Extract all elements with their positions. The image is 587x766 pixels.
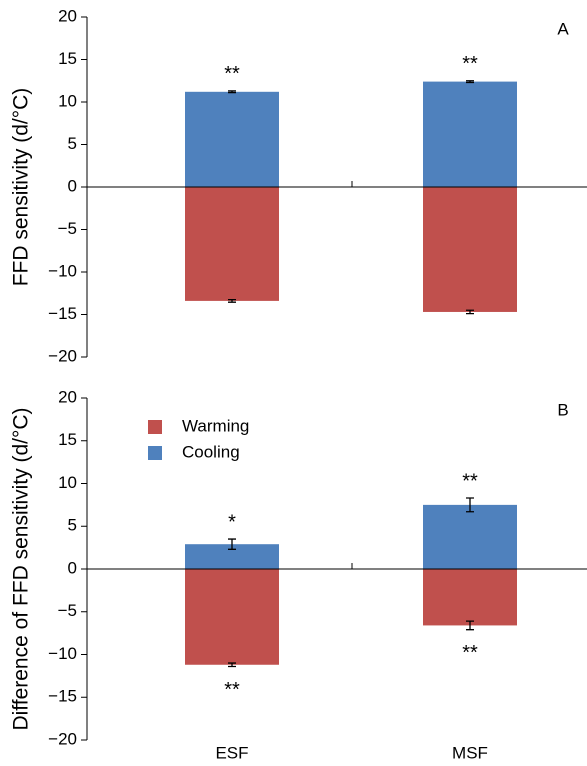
legend-swatch bbox=[148, 446, 162, 460]
significance-label: ** bbox=[462, 642, 478, 664]
panel-label: B bbox=[557, 400, 568, 419]
panel-label: A bbox=[557, 19, 569, 38]
y-tick-label: −5 bbox=[58, 601, 77, 620]
bar bbox=[423, 504, 517, 569]
y-tick-label: 5 bbox=[68, 134, 77, 153]
error-bar bbox=[228, 662, 236, 668]
y-tick-label: 20 bbox=[58, 6, 77, 25]
y-tick-label: 5 bbox=[68, 516, 77, 535]
x-tick-label: ESF bbox=[215, 743, 248, 762]
error-bar bbox=[466, 80, 474, 84]
legend-swatch bbox=[148, 420, 162, 434]
significance-label: * bbox=[228, 511, 236, 533]
legend-label: Warming bbox=[182, 416, 249, 435]
significance-label: ** bbox=[462, 53, 478, 75]
bar bbox=[185, 569, 279, 665]
y-tick-label: 10 bbox=[58, 91, 77, 110]
y-tick-label: 20 bbox=[58, 387, 77, 406]
error-bar bbox=[466, 620, 474, 631]
y-axis-label: FFD sensitivity (d/°C) bbox=[10, 88, 33, 287]
significance-label: ** bbox=[224, 63, 240, 85]
bar bbox=[423, 569, 517, 626]
y-tick-label: −20 bbox=[48, 729, 77, 748]
y-tick-label: 15 bbox=[58, 49, 77, 68]
y-tick-label: 10 bbox=[58, 473, 77, 492]
error-bar bbox=[228, 298, 236, 303]
bar bbox=[423, 187, 517, 312]
y-tick-label: −20 bbox=[48, 346, 77, 365]
y-tick-label: −10 bbox=[48, 261, 77, 280]
y-tick-label: 0 bbox=[68, 176, 77, 195]
y-tick-label: −15 bbox=[48, 687, 77, 706]
error-bar bbox=[228, 90, 236, 94]
significance-label: ** bbox=[224, 679, 240, 701]
bar bbox=[185, 187, 279, 301]
y-tick-label: 15 bbox=[58, 430, 77, 449]
x-tick-label: MSF bbox=[452, 743, 488, 762]
bar bbox=[423, 81, 517, 187]
y-tick-label: −5 bbox=[58, 219, 77, 238]
y-tick-label: 0 bbox=[68, 558, 77, 577]
bar bbox=[185, 91, 279, 187]
error-bar bbox=[466, 309, 474, 315]
legend-label: Cooling bbox=[182, 442, 240, 461]
y-tick-label: −10 bbox=[48, 644, 77, 663]
y-axis-label: Difference of FFD sensitivity (d/°C) bbox=[10, 407, 33, 730]
error-bar bbox=[228, 538, 236, 550]
error-bar bbox=[466, 497, 474, 513]
significance-label: ** bbox=[462, 470, 478, 492]
y-tick-label: −15 bbox=[48, 304, 77, 323]
